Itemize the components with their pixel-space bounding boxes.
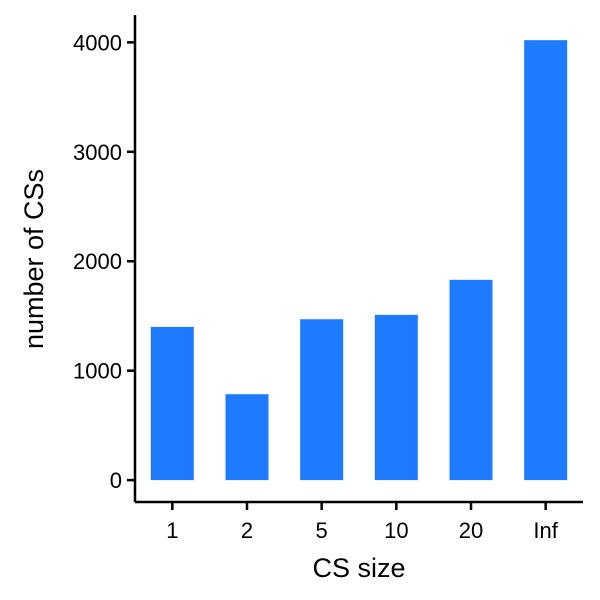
bar-Inf xyxy=(524,40,568,481)
x-tick-label-2: 2 xyxy=(241,518,253,543)
bar-10 xyxy=(374,314,418,481)
bars-group xyxy=(150,40,568,481)
y-tick-label-4000: 4000 xyxy=(73,30,122,55)
y-tick-label-2000: 2000 xyxy=(73,249,122,274)
x-tick-label-1: 1 xyxy=(166,518,178,543)
x-tick-label-20: 20 xyxy=(459,518,483,543)
bar-5 xyxy=(300,319,344,481)
bar-2 xyxy=(225,394,269,481)
y-tick-label-3000: 3000 xyxy=(73,140,122,165)
bar-20 xyxy=(449,279,493,481)
y-axis: 0 1000 2000 3000 4000 xyxy=(73,15,137,502)
y-tick-label-1000: 1000 xyxy=(73,359,122,384)
x-axis: 1 2 5 10 20 Inf xyxy=(135,500,583,543)
x-tick-label-Inf: Inf xyxy=(533,518,558,543)
y-axis-title: number of CSs xyxy=(19,169,49,349)
x-tick-label-10: 10 xyxy=(384,518,408,543)
x-axis-title: CS size xyxy=(312,553,405,583)
y-tick-label-0: 0 xyxy=(110,468,122,493)
x-tick-label-5: 5 xyxy=(316,518,328,543)
bar-1 xyxy=(150,326,194,481)
